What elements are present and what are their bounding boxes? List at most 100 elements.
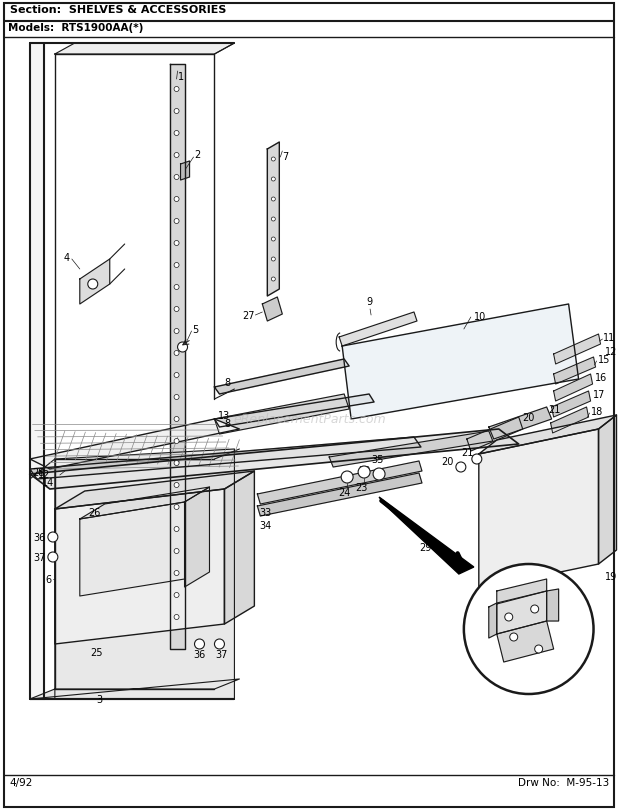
Circle shape [174, 175, 179, 180]
Circle shape [373, 469, 385, 480]
Circle shape [174, 307, 179, 312]
Circle shape [174, 88, 179, 92]
Text: 4: 4 [64, 253, 70, 263]
Circle shape [174, 285, 179, 290]
Text: 7: 7 [282, 152, 288, 162]
Text: 1: 1 [177, 72, 184, 82]
Circle shape [272, 238, 275, 242]
Circle shape [174, 109, 179, 114]
Text: 26: 26 [88, 508, 100, 517]
Circle shape [505, 613, 513, 621]
Circle shape [174, 549, 179, 554]
Polygon shape [497, 579, 547, 603]
Polygon shape [267, 143, 280, 297]
Text: 21: 21 [549, 405, 561, 414]
Polygon shape [479, 430, 598, 590]
Text: 31: 31 [557, 597, 568, 606]
Polygon shape [342, 305, 578, 419]
Polygon shape [554, 358, 596, 384]
Circle shape [174, 373, 179, 378]
Polygon shape [170, 65, 185, 649]
Text: 34: 34 [259, 521, 272, 530]
Polygon shape [55, 449, 234, 699]
Text: 11: 11 [603, 333, 615, 342]
Polygon shape [55, 471, 254, 509]
Polygon shape [489, 603, 497, 638]
Text: 35: 35 [371, 454, 383, 465]
Circle shape [272, 198, 275, 202]
Polygon shape [547, 590, 559, 621]
Polygon shape [379, 497, 474, 574]
Polygon shape [552, 392, 590, 418]
Polygon shape [55, 489, 224, 644]
Circle shape [272, 178, 275, 182]
Circle shape [464, 564, 593, 694]
Polygon shape [30, 44, 44, 699]
Text: 36: 36 [193, 649, 206, 659]
Circle shape [174, 329, 179, 334]
Circle shape [174, 483, 179, 488]
Circle shape [195, 639, 205, 649]
Polygon shape [55, 44, 234, 55]
Circle shape [272, 217, 275, 221]
Text: 37: 37 [33, 552, 46, 562]
Circle shape [272, 158, 275, 162]
Text: 27: 27 [242, 311, 254, 320]
Circle shape [174, 439, 179, 444]
Circle shape [174, 197, 179, 202]
Polygon shape [215, 359, 349, 394]
Text: 25: 25 [90, 647, 102, 657]
Circle shape [174, 571, 179, 576]
Circle shape [531, 605, 539, 613]
Polygon shape [80, 487, 210, 519]
Polygon shape [185, 487, 210, 587]
Polygon shape [30, 419, 239, 470]
Polygon shape [551, 407, 588, 433]
Polygon shape [262, 298, 282, 322]
Text: 36: 36 [33, 532, 46, 543]
Circle shape [174, 593, 179, 598]
Text: 6: 6 [46, 574, 52, 584]
Polygon shape [257, 474, 422, 517]
Polygon shape [224, 471, 254, 624]
Circle shape [174, 131, 179, 136]
Polygon shape [479, 415, 616, 454]
Polygon shape [497, 591, 547, 634]
Text: 5: 5 [193, 324, 199, 335]
Text: 24: 24 [338, 487, 350, 497]
Circle shape [174, 264, 179, 268]
Text: Models:  RTS1900AA(*): Models: RTS1900AA(*) [8, 23, 143, 33]
Text: eReplacementParts.com: eReplacementParts.com [233, 413, 386, 426]
Text: 29: 29 [496, 573, 507, 582]
Polygon shape [215, 394, 349, 435]
Circle shape [534, 646, 542, 653]
Polygon shape [257, 461, 422, 504]
Polygon shape [30, 430, 519, 489]
Text: 30: 30 [503, 654, 515, 663]
Text: 8: 8 [224, 378, 231, 388]
Circle shape [174, 219, 179, 224]
Circle shape [174, 351, 179, 356]
Text: 15: 15 [598, 354, 610, 365]
Text: 9: 9 [366, 297, 372, 307]
Polygon shape [180, 162, 190, 181]
Polygon shape [489, 407, 552, 440]
Text: 21: 21 [461, 448, 474, 457]
Text: 14: 14 [42, 478, 54, 487]
Text: Section:  SHELVES & ACCESSORIES: Section: SHELVES & ACCESSORIES [10, 5, 226, 15]
Circle shape [341, 471, 353, 483]
Text: 29: 29 [419, 543, 432, 552]
Circle shape [174, 241, 179, 247]
Text: 19: 19 [604, 571, 617, 581]
Text: 20: 20 [441, 457, 454, 466]
Text: 12: 12 [604, 346, 617, 357]
Text: 20: 20 [523, 413, 535, 423]
Polygon shape [467, 418, 523, 452]
Text: 13: 13 [218, 410, 230, 420]
Circle shape [472, 454, 482, 465]
Circle shape [358, 466, 370, 478]
Polygon shape [30, 437, 421, 479]
Circle shape [174, 461, 179, 466]
Polygon shape [80, 260, 110, 305]
Text: 31: 31 [471, 615, 483, 624]
